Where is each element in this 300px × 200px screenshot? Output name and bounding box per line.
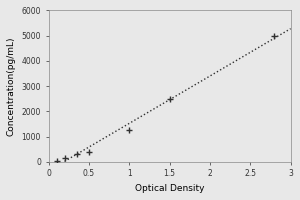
Y-axis label: Concentration(pg/mL): Concentration(pg/mL) [7, 36, 16, 136]
X-axis label: Optical Density: Optical Density [135, 184, 204, 193]
